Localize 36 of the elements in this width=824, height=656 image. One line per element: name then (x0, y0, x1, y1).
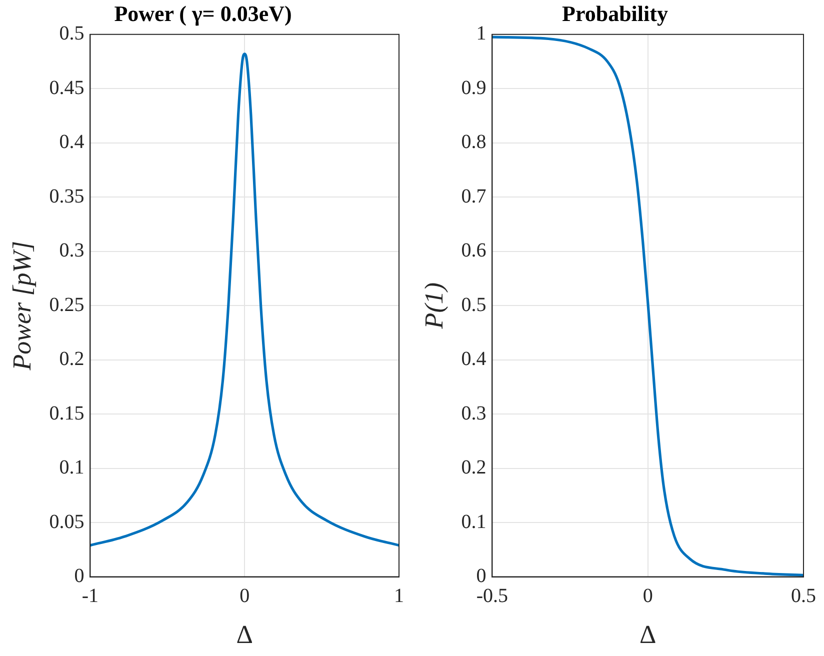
y-tick-label: 0.2 (461, 456, 486, 479)
y-tick-label: 0.25 (49, 294, 84, 316)
x-tick-label: 0.5 (791, 585, 816, 608)
x-axis-title: Δ (236, 620, 253, 650)
y-tick-label: 0.4 (461, 348, 486, 370)
x-tick-label: -0.5 (476, 585, 508, 608)
y-tick-label: 0.5 (59, 22, 84, 45)
y-tick-label: 0.6 (461, 240, 486, 262)
x-tick-label: 0 (240, 585, 250, 608)
y-tick-label: 0.5 (461, 294, 486, 316)
chart-title: Probability (562, 0, 668, 26)
x-tick-label: 0 (642, 585, 653, 608)
y-tick-label: 0.1 (461, 510, 486, 533)
y-tick-label: 0.9 (461, 76, 486, 99)
y-tick-label: 0.4 (59, 131, 84, 154)
chart-title: Power ( γ= 0.03eV) (114, 0, 292, 26)
y-tick-label: 0.1 (59, 456, 84, 479)
y-axis-title: Power [pW] (7, 240, 36, 372)
x-tick-label: 1 (394, 585, 404, 608)
line-series (492, 36, 804, 576)
line-series (90, 52, 399, 547)
y-axis-title: P(1) (419, 282, 448, 330)
y-tick-label: 0.2 (59, 348, 84, 370)
y-tick-label: 0.3 (461, 402, 486, 424)
y-tick-label: 0.8 (461, 131, 486, 154)
y-tick-label: 0.3 (59, 240, 84, 262)
y-tick-label: 0.15 (49, 402, 84, 424)
y-tick-label: 0.45 (49, 76, 84, 99)
y-tick-label: 0 (74, 565, 84, 588)
y-tick-label: 0 (476, 565, 486, 588)
x-axis-title: Δ (639, 620, 656, 650)
y-tick-label: 0.05 (49, 510, 84, 533)
x-tick-label: -1 (82, 585, 99, 608)
y-tick-label: 0.35 (49, 185, 84, 208)
y-tick-label: 1 (476, 22, 486, 45)
y-tick-label: 0.7 (461, 185, 486, 208)
